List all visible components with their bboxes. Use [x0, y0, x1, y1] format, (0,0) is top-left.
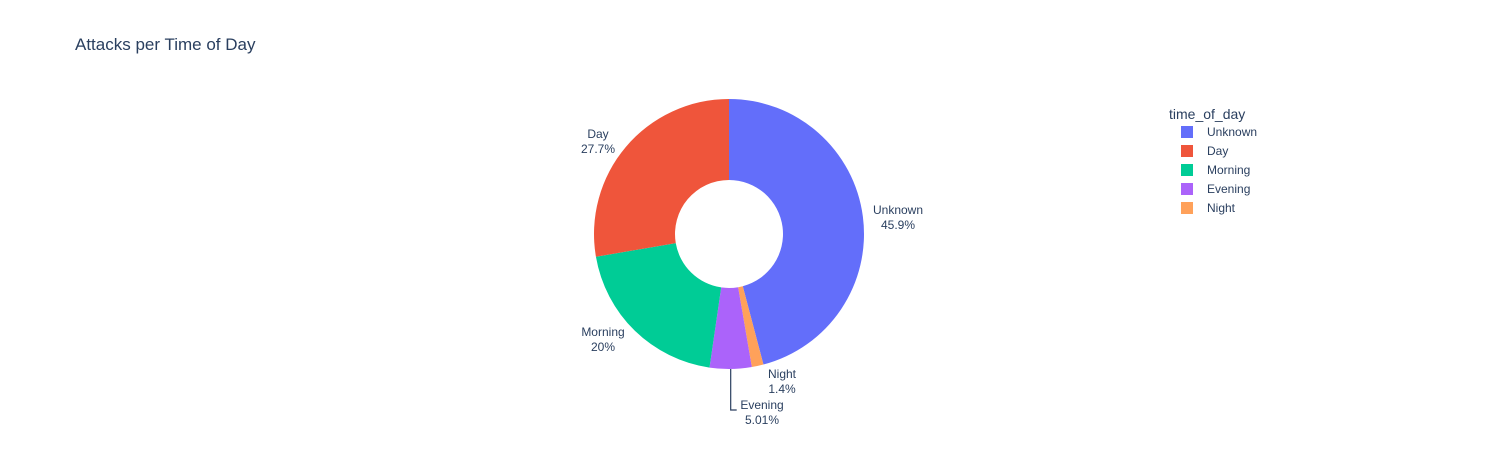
legend-item-unknown[interactable]: Unknown	[1181, 125, 1257, 139]
legend-swatch	[1181, 183, 1193, 195]
legend-item-night[interactable]: Night	[1181, 201, 1236, 215]
legend-item-morning[interactable]: Morning	[1181, 163, 1250, 177]
slice-label-night: Night 1.4%	[768, 367, 797, 396]
legend-swatch	[1181, 126, 1193, 138]
slice-morning[interactable]	[595, 243, 722, 368]
legend-item-day[interactable]: Day	[1181, 144, 1228, 158]
slice-label-evening: Evening 5.01%	[740, 398, 783, 427]
slice-label-morning: Morning 20%	[581, 325, 624, 354]
legend-swatch	[1181, 145, 1193, 157]
slice-unknown[interactable]	[729, 99, 865, 365]
pie-slices	[594, 99, 865, 369]
leader-line-evening	[730, 368, 737, 411]
legend: time_of_day Unknown Day Morning Evening Nigh…	[1169, 106, 1257, 215]
slice-labels: Unknown 45.9% Night 1.4%Evening 5.01% Morning…	[581, 127, 923, 427]
legend-label: Morning	[1207, 163, 1250, 177]
slice-day[interactable]	[594, 99, 729, 257]
legend-item-evening[interactable]: Evening	[1181, 182, 1250, 196]
legend-label: Day	[1207, 144, 1228, 158]
legend-label: Evening	[1207, 182, 1250, 196]
slice-night[interactable]	[738, 286, 764, 368]
slice-label-day: Day 27.7%	[581, 127, 615, 156]
slice-label-unknown: Unknown 45.9%	[873, 203, 923, 232]
slice-evening[interactable]	[709, 287, 752, 369]
legend-swatch	[1181, 202, 1193, 214]
legend-title: time_of_day	[1169, 106, 1245, 122]
chart-title: Attacks per Time of Day	[75, 35, 256, 54]
legend-label: Night	[1207, 201, 1236, 215]
legend-swatch	[1181, 164, 1193, 176]
legend-label: Unknown	[1207, 125, 1257, 139]
